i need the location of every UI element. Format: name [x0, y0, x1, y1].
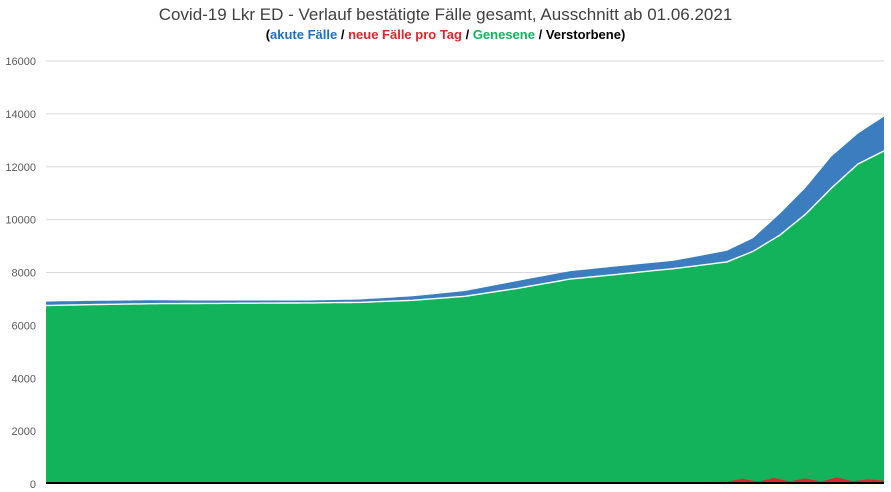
- legend-verstorbene: Verstorbene: [545, 27, 621, 42]
- subtitle-close: ): [620, 27, 626, 42]
- axis-layer: 0 2000 4000 6000 8000 10000 12000 14000 16000: [5, 56, 36, 491]
- y-tick-label: 4000: [12, 373, 36, 385]
- y-tick-label: 10000: [5, 215, 36, 227]
- y-tick-label: 12000: [5, 162, 36, 174]
- area-layer: [45, 116, 885, 484]
- genesene-edge-line: [45, 150, 885, 307]
- subtitle-sep-3: /: [534, 27, 546, 42]
- y-tick-label: 16000: [5, 56, 36, 68]
- legend-genesene: Genesene: [472, 27, 535, 42]
- chart-subtitle: (akute Fälle / neue Fälle pro Tag / Gene…: [0, 27, 891, 42]
- y-tick-label: 6000: [12, 320, 36, 332]
- series-genesene-area: [46, 150, 884, 484]
- y-tick-label: 0: [30, 479, 36, 491]
- y-tick-label: 14000: [5, 109, 36, 121]
- subtitle-sep-2: /: [461, 27, 473, 42]
- legend-akute: akute Fälle: [270, 27, 338, 42]
- subtitle-open: (: [265, 27, 271, 42]
- subtitle-sep-1: /: [337, 27, 349, 42]
- chart-title: Covid-19 Lkr ED - Verlauf bestätigte Fäl…: [158, 5, 733, 24]
- y-tick-label: 2000: [12, 426, 36, 438]
- legend-neue: neue Fälle pro Tag: [348, 27, 462, 42]
- y-tick-label: 8000: [12, 268, 36, 280]
